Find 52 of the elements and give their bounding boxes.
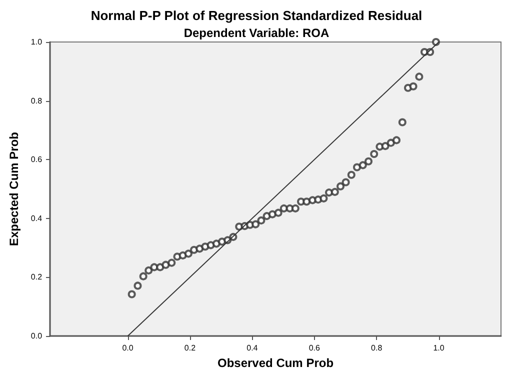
point xyxy=(353,163,361,172)
point xyxy=(139,272,148,280)
y-axis-title: Expected Cum Prob xyxy=(7,132,21,246)
point xyxy=(257,216,266,224)
point xyxy=(325,188,334,197)
y-tick-label: 0.0 xyxy=(30,332,43,340)
point xyxy=(196,244,204,253)
y-tick-label: 0.6 xyxy=(30,155,43,164)
point xyxy=(274,208,282,217)
point xyxy=(201,242,210,251)
y-tick-label: 0.4 xyxy=(30,214,43,223)
point xyxy=(168,258,176,267)
point xyxy=(178,251,187,260)
y-tick-label: 0.2 xyxy=(30,272,43,282)
chart-subtitle: Dependent Variable: ROA xyxy=(184,26,330,40)
point xyxy=(364,157,373,166)
point xyxy=(330,188,339,196)
x-axis-title: Observed Cum Prob xyxy=(217,356,334,370)
point xyxy=(320,194,328,202)
x-tick-label: 0.4 xyxy=(246,344,258,352)
point xyxy=(347,170,356,179)
x-tick-label: 0.8 xyxy=(371,344,383,352)
point xyxy=(184,250,192,258)
point xyxy=(381,142,390,150)
point xyxy=(128,290,136,298)
point xyxy=(134,282,142,290)
x-tick-label: 0.6 xyxy=(308,344,320,352)
point xyxy=(314,196,322,204)
point xyxy=(358,161,367,170)
y-tick-label: 0.8 xyxy=(30,96,43,106)
point xyxy=(144,266,153,274)
point xyxy=(342,178,350,186)
point xyxy=(392,136,400,144)
point xyxy=(212,240,220,248)
point xyxy=(386,138,395,147)
point xyxy=(252,220,260,228)
y-tick-label: 1.0 xyxy=(30,38,43,46)
x-tick-label: 0.2 xyxy=(184,344,196,352)
point xyxy=(156,263,164,272)
chart-title: Normal P-P Plot of Regression Standardized Residual xyxy=(90,8,422,23)
point xyxy=(291,204,300,212)
point xyxy=(302,198,311,206)
point xyxy=(370,150,378,158)
point xyxy=(280,204,288,212)
point xyxy=(409,82,418,90)
x-tick-label: 0.0 xyxy=(122,344,134,352)
point xyxy=(162,260,170,269)
point xyxy=(415,72,424,81)
point xyxy=(268,210,276,218)
point xyxy=(336,182,345,190)
x-tick-label: 1.0 xyxy=(433,344,445,352)
point xyxy=(398,118,406,126)
